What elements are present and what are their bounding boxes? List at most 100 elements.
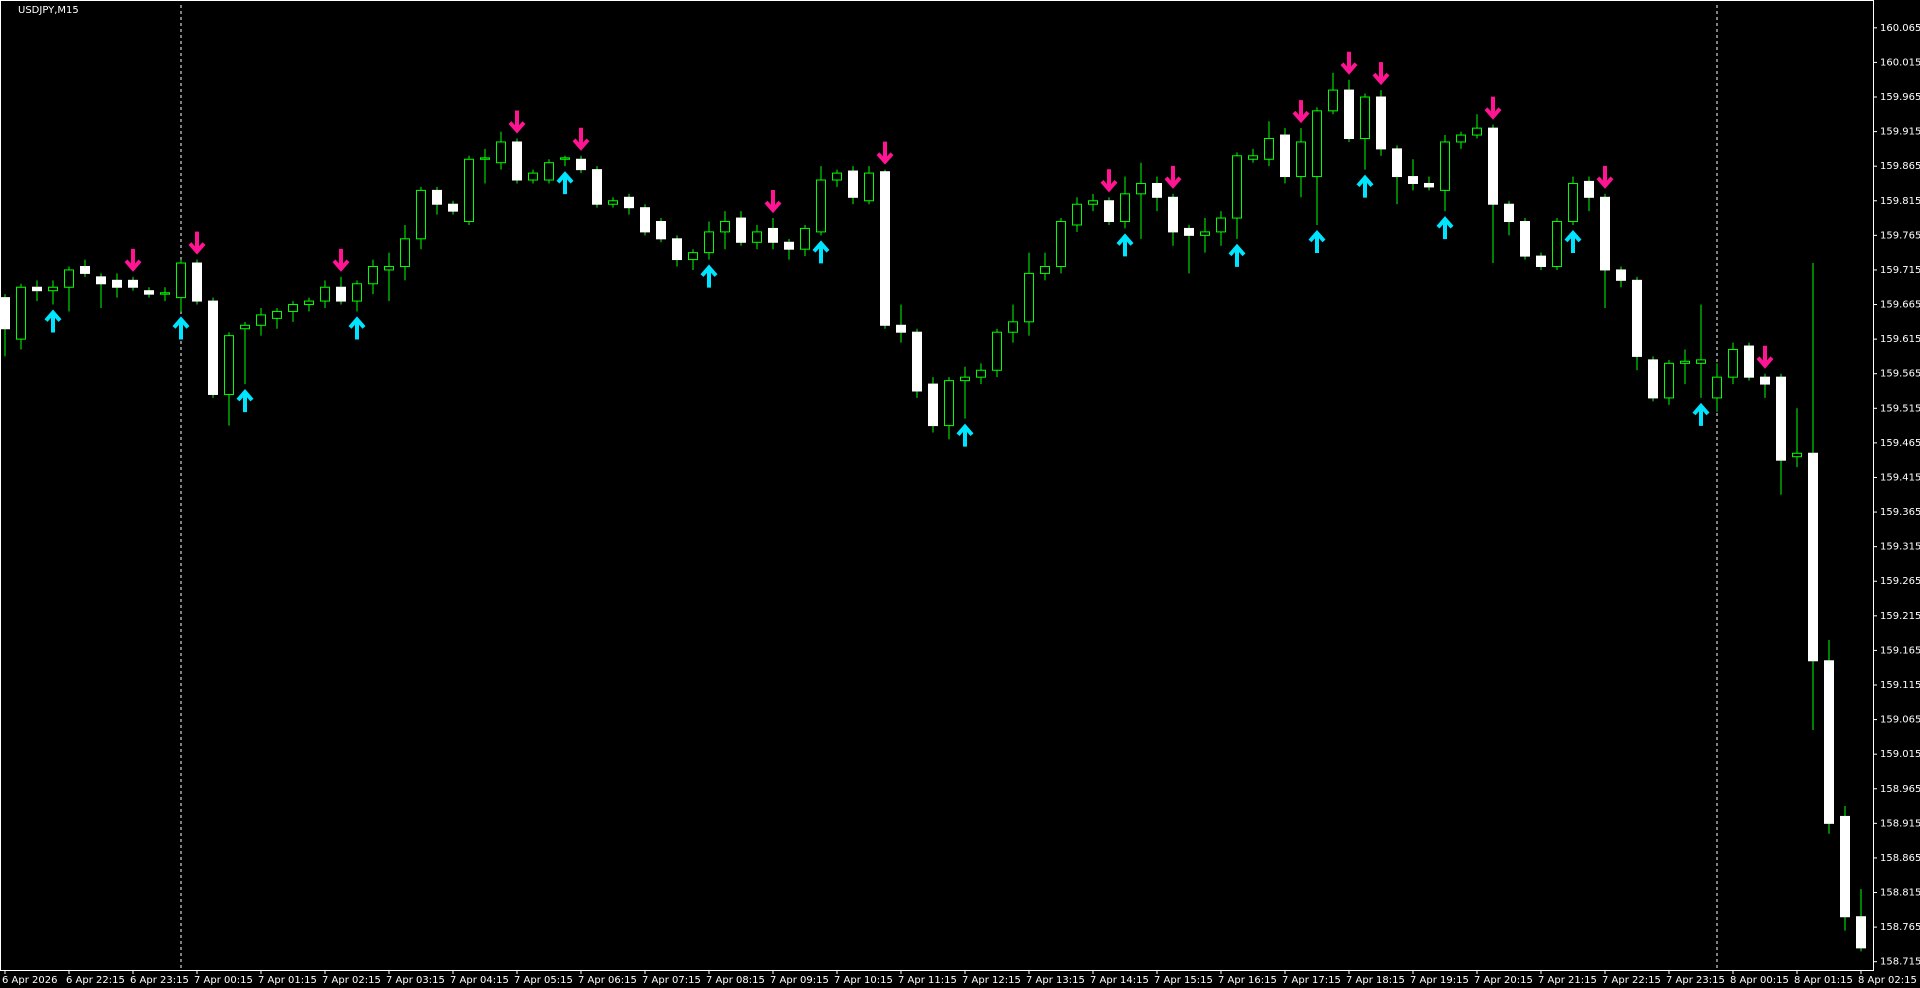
candle-body — [1392, 148, 1402, 178]
candle-body — [1072, 203, 1082, 226]
candle-body — [80, 265, 90, 274]
buy-arrow — [1564, 229, 1582, 253]
candle-body — [880, 171, 890, 326]
x-tick-label: 7 Apr 04:15 — [450, 975, 509, 986]
y-tick-label: 159.265 — [1880, 576, 1920, 587]
candle-body — [144, 290, 154, 295]
y-tick-label: 159.065 — [1880, 715, 1920, 726]
x-tick-label: 7 Apr 06:15 — [578, 975, 637, 986]
sell-arrow — [332, 248, 350, 272]
candle-body — [1504, 203, 1514, 223]
candle-body — [688, 252, 698, 261]
candle-body — [448, 203, 458, 212]
sell-arrow — [124, 248, 142, 272]
candle-body — [1168, 196, 1178, 233]
candle-body — [960, 376, 970, 382]
y-tick-label: 158.765 — [1880, 922, 1920, 933]
candle-body — [1008, 321, 1018, 333]
x-tick-label: 7 Apr 00:15 — [194, 975, 253, 986]
y-tick-label: 159.415 — [1880, 472, 1920, 483]
candle-body — [352, 283, 362, 302]
x-tick-label: 7 Apr 02:15 — [322, 975, 381, 986]
candle-body — [1264, 138, 1274, 160]
candle-body — [944, 380, 954, 427]
candle-body — [304, 300, 314, 306]
candle-body — [656, 221, 666, 240]
buy-arrow — [1308, 229, 1326, 253]
candle-body — [640, 207, 650, 233]
sell-arrow — [764, 190, 782, 214]
y-tick-label: 159.315 — [1880, 542, 1920, 553]
y-tick-label: 158.865 — [1880, 853, 1920, 864]
candle-body — [704, 231, 714, 254]
candle-body — [240, 324, 250, 330]
candle-body — [672, 238, 682, 261]
x-tick-label: 7 Apr 11:15 — [898, 975, 957, 986]
x-tick-label: 7 Apr 07:15 — [642, 975, 701, 986]
candle-body — [528, 172, 538, 181]
buy-arrow — [812, 240, 830, 264]
x-tick-label: 8 Apr 00:15 — [1730, 975, 1789, 986]
candle-body — [1056, 221, 1066, 267]
candle-body — [800, 227, 810, 250]
candle-body — [176, 262, 186, 299]
candle-body — [1088, 200, 1098, 205]
candle-body — [752, 231, 762, 243]
candle-body — [1584, 180, 1594, 198]
candle-body — [624, 196, 634, 209]
sell-arrow — [572, 127, 590, 151]
sell-arrow — [1292, 100, 1310, 124]
sell-arrow — [1596, 165, 1614, 189]
sell-arrow — [1484, 96, 1502, 120]
candle-body — [1632, 279, 1642, 357]
y-tick-label: 158.915 — [1880, 818, 1920, 829]
candle-body — [912, 331, 922, 392]
x-tick-label: 7 Apr 10:15 — [834, 975, 893, 986]
x-tick-label: 7 Apr 19:15 — [1410, 975, 1469, 986]
candle-body — [1728, 348, 1738, 378]
candle-body — [1312, 110, 1322, 178]
candle-body — [432, 189, 442, 205]
candle-body — [1280, 134, 1290, 178]
candle-body — [1136, 182, 1146, 195]
chart-frame — [0, 0, 1874, 971]
candle-body — [1792, 452, 1802, 458]
y-tick-label: 160.065 — [1880, 23, 1920, 34]
candle-body — [1552, 221, 1562, 267]
candle-body — [992, 331, 1002, 371]
candle-body — [1712, 376, 1722, 399]
candle-body — [32, 286, 42, 292]
sell-arrow — [1100, 169, 1118, 193]
y-tick-label: 159.815 — [1880, 196, 1920, 207]
candle-body — [1408, 176, 1418, 184]
candle-body — [848, 170, 858, 198]
buy-arrow — [44, 309, 62, 333]
candle-body — [1824, 660, 1834, 824]
candle-body — [736, 217, 746, 243]
y-tick-label: 159.015 — [1880, 749, 1920, 760]
y-tick-label: 159.165 — [1880, 645, 1920, 656]
candle-body — [48, 286, 58, 292]
buy-arrow — [556, 171, 574, 195]
candle-body — [368, 265, 378, 285]
candle-body — [1488, 127, 1498, 205]
candle-body — [928, 383, 938, 427]
y-tick-label: 159.465 — [1880, 438, 1920, 449]
candle-body — [16, 286, 26, 340]
candle-body — [976, 369, 986, 378]
sell-arrow — [876, 141, 894, 165]
candle-body — [0, 297, 10, 330]
y-tick-label: 158.715 — [1880, 957, 1920, 968]
x-tick-label: 7 Apr 20:15 — [1474, 975, 1533, 986]
candle-body — [832, 172, 842, 181]
candle-body — [1248, 155, 1258, 160]
sell-arrow — [188, 231, 206, 255]
candle-body — [1216, 217, 1226, 233]
candle-body — [160, 292, 170, 295]
x-tick-label: 8 Apr 02:15 — [1858, 975, 1917, 986]
candle-body — [96, 276, 106, 285]
chart-title: USDJPY,M15 — [18, 5, 79, 16]
candle-body — [1680, 360, 1690, 364]
candle-body — [1440, 141, 1450, 191]
y-tick-label: 159.715 — [1880, 265, 1920, 276]
